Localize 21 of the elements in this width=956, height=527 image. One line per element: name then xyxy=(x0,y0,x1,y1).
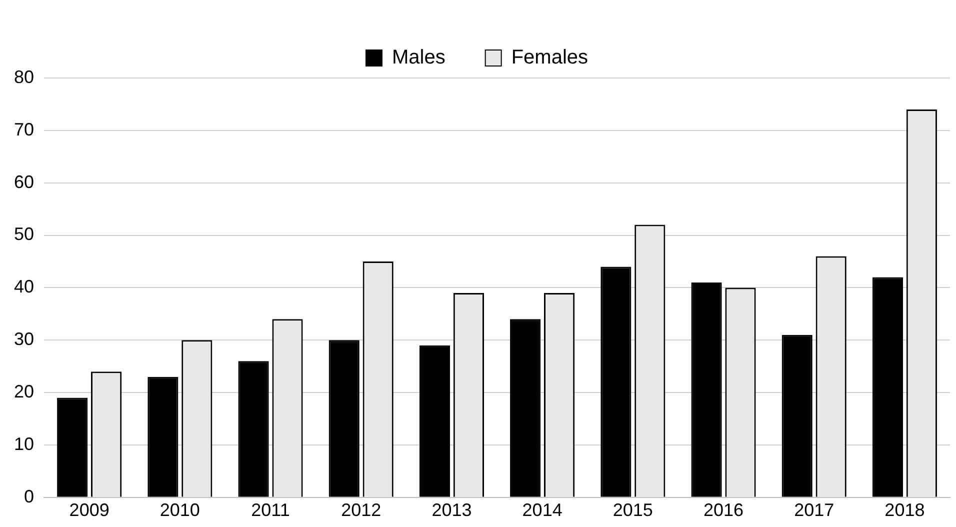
x-tick-label: 2011 xyxy=(251,500,290,520)
x-tick-label: 2018 xyxy=(884,500,925,520)
x-tick-label: 2010 xyxy=(160,500,200,520)
legend-label: Females xyxy=(511,46,588,69)
y-tick-label: 40 xyxy=(14,276,34,297)
x-tick-label: 2013 xyxy=(432,500,472,520)
x-tick-label: 2012 xyxy=(341,500,382,520)
y-tick-label: 0 xyxy=(24,486,34,506)
y-tick-label: 50 xyxy=(14,224,34,244)
x-tick-label: 2016 xyxy=(703,500,744,520)
x-tick-label: 2015 xyxy=(612,500,653,520)
y-tick-label: 10 xyxy=(14,434,34,454)
legend-label: Males xyxy=(392,46,446,69)
x-tick-label: 2017 xyxy=(794,500,834,520)
y-tick-label: 70 xyxy=(14,119,34,140)
x-tick-label: 2014 xyxy=(522,500,562,520)
y-tick-label: 30 xyxy=(14,329,34,350)
y-tick-label: 20 xyxy=(14,382,34,402)
y-tick-label: 60 xyxy=(14,172,34,192)
x-tick-label: 2009 xyxy=(69,500,110,520)
y-tick-label: 80 xyxy=(14,66,34,87)
